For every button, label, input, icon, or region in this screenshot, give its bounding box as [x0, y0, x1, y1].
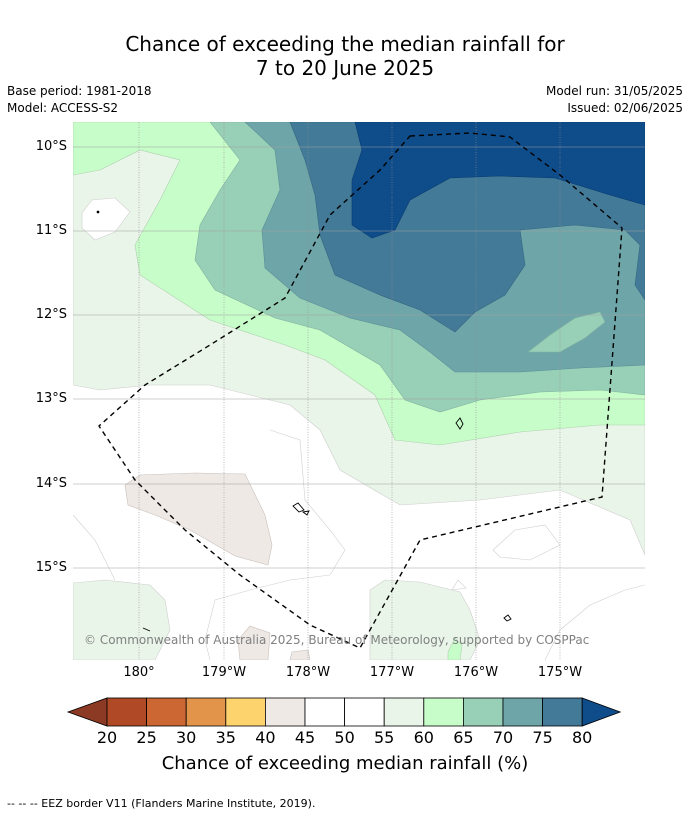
colorbar-tick-label: 75: [532, 728, 553, 747]
colorbar-extend-high: [581, 697, 622, 727]
model-name: Model: ACCESS-S2: [7, 101, 119, 115]
eez-border: [98, 132, 623, 649]
island-3: [301, 510, 310, 516]
lon-label-175w: 175°W: [537, 665, 583, 680]
contour-line-center: [204, 429, 346, 660]
island-1: [455, 417, 464, 430]
island-2: [292, 502, 305, 513]
lon-label-176w: 176°W: [453, 665, 499, 680]
eez-footnote: -- -- -- EEZ border V11 (Flanders Marine…: [7, 797, 316, 810]
colorbar-tick-label: 65: [453, 728, 474, 747]
contour-80-plus: [351, 122, 645, 239]
colorbar-tick-label: 30: [176, 728, 197, 747]
colorbar-tick-label: 60: [413, 728, 434, 747]
colorbar-segment: [344, 697, 385, 727]
colorbar-tick-label: 55: [374, 728, 395, 747]
contour-40-45-patch-south: [237, 625, 271, 660]
lon-label-178w: 178°W: [285, 665, 331, 680]
contour-line-small: [451, 579, 467, 591]
contour-60-65-patch-south: [447, 637, 463, 660]
lon-label-180: 180°: [123, 665, 155, 680]
colorbar-tick-label: 20: [96, 728, 118, 747]
colorbar-tick-label: 80: [572, 728, 593, 747]
colorbar-segment: [423, 697, 464, 727]
colorbar: [66, 697, 622, 727]
colorbar-segment: [264, 697, 306, 727]
colorbar-tick-label: 50: [334, 728, 355, 747]
contour-70-75-patch: [527, 311, 606, 353]
title-line-1: Chance of exceeding the median rainfall …: [125, 32, 565, 56]
island-4: [503, 614, 512, 622]
contour-55-60-patch-sw: [73, 579, 171, 660]
lon-label-177w: 177°W: [369, 665, 415, 680]
lat-label-15s: 15°S: [35, 560, 67, 575]
colorbar-segment: [185, 697, 227, 727]
colorbar-tick-label: 25: [136, 728, 157, 747]
model-run: Model run: 31/05/2025: [545, 84, 683, 98]
colorbar-segment: [304, 697, 345, 727]
colorbar-segment: [146, 697, 187, 727]
colorbar-label: Chance of exceeding median rainfall (%): [161, 753, 529, 774]
map-fields: [73, 122, 645, 660]
lon-label-179w: 179°W: [201, 665, 247, 680]
islands: [96, 210, 512, 632]
base-period: Base period: 1981-2018: [7, 84, 152, 98]
contour-line-west: [73, 514, 116, 581]
issued-date: Issued: 02/06/2025: [567, 101, 683, 115]
colorbar-extend-low: [66, 697, 108, 727]
island-5: [142, 627, 151, 632]
graticule: [73, 122, 645, 660]
lat-label-13s: 13°S: [35, 391, 67, 406]
colorbar-segment: [542, 697, 583, 727]
copyright-notice: © Commonwealth of Australia 2025, Bureau…: [84, 633, 590, 647]
lat-label-10s: 10°S: [35, 139, 67, 154]
colorbar-segment: [106, 697, 147, 727]
colorbar-tick-label: 35: [215, 728, 236, 747]
colorbar-tick-label: 45: [294, 728, 316, 747]
island-6: [96, 210, 100, 214]
colorbar-segment: [502, 697, 543, 727]
colorbar-segment: [225, 697, 266, 727]
lat-label-11s: 11°S: [35, 223, 67, 238]
contour-40-45-patch: [124, 472, 273, 566]
colorbar-segment: [462, 697, 504, 727]
colorbar-tick-label: 70: [492, 728, 514, 747]
title-line-2: 7 to 20 June 2025: [255, 56, 435, 80]
colorbar-segment: [383, 697, 425, 727]
lat-label-12s: 12°S: [35, 307, 67, 322]
contour-55-60-patch-nw: [81, 197, 131, 241]
lat-label-14s: 14°S: [35, 476, 67, 491]
colorbar-tick-label: 40: [255, 728, 276, 747]
contour-line-se: [544, 584, 645, 660]
